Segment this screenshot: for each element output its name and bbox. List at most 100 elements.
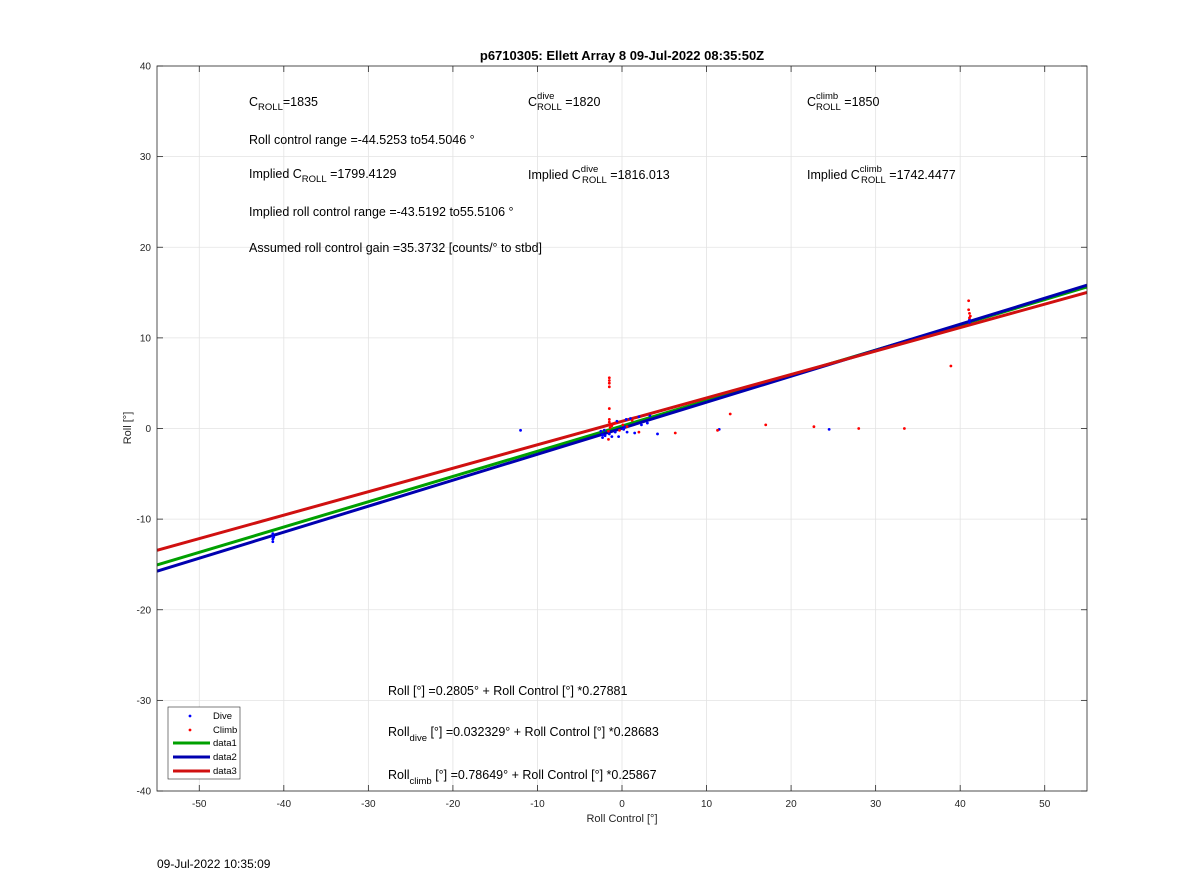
fit-all-equation: Roll [°] =0.2805° + Roll Control [°] *0.… xyxy=(388,684,628,698)
x-tick-labels: -50 -40 -30 -20 -10 0 10 20 30 40 50 xyxy=(192,799,1051,810)
point-dive xyxy=(968,321,971,324)
point-climb xyxy=(607,385,611,389)
legend-dive-marker xyxy=(188,714,192,718)
point-dive xyxy=(271,532,275,536)
x-tick-label: 40 xyxy=(955,799,967,810)
y-tick-label: 40 xyxy=(140,62,152,73)
implied-roll-control-range-annotation: Implied roll control range =-43.5192 to5… xyxy=(249,205,514,219)
assumed-gain-annotation: Assumed roll control gain =35.3732 [coun… xyxy=(249,241,542,255)
legend-entry-climb: Climb xyxy=(188,725,237,736)
x-axis-label: Roll Control [°] xyxy=(586,813,657,825)
data-points xyxy=(271,299,972,544)
fit-line-data3 xyxy=(157,290,1087,552)
fit-line-data2 xyxy=(157,283,1087,573)
point-climb xyxy=(630,418,634,422)
c-roll-climb-annotation: Cclimb ROLL =1850 xyxy=(807,91,879,113)
y-tick-label: -30 xyxy=(137,696,152,707)
point-climb xyxy=(607,379,611,382)
legend-dive-label: Dive xyxy=(213,711,232,722)
point-dive xyxy=(645,421,649,425)
point-climb xyxy=(967,308,971,312)
c-roll-annotation: CROLL=1835 xyxy=(249,95,318,113)
point-dive xyxy=(615,419,619,423)
legend-climb-label: Climb xyxy=(213,725,237,736)
point-dive xyxy=(622,428,626,431)
point-dive xyxy=(625,430,629,434)
legend-entry-data1: data1 xyxy=(173,738,237,749)
point-climb xyxy=(673,431,677,435)
x-tick-label: -50 xyxy=(192,799,207,810)
point-dive xyxy=(613,430,617,434)
point-dive xyxy=(601,433,604,437)
roll-control-range-annotation: Roll control range =-44.5253 to54.5046 ° xyxy=(249,133,475,147)
point-climb xyxy=(613,421,617,425)
y-tick-labels: -40 -30 -20 -10 0 10 20 30 40 xyxy=(137,62,152,798)
y-tick-label: 30 xyxy=(140,152,152,163)
legend-data3-label: data3 xyxy=(213,766,237,777)
fit-climb-equation: Rollclimb [°] =0.78649° + Roll Control [… xyxy=(388,768,657,787)
point-dive xyxy=(607,432,611,436)
axis-ticks xyxy=(157,65,1087,792)
point-dive xyxy=(610,435,614,439)
point-dive xyxy=(656,432,659,436)
y-tick-label: -40 xyxy=(137,787,152,798)
x-tick-label: -10 xyxy=(530,799,545,810)
point-climb xyxy=(857,427,861,430)
fit-dive-equation: Rolldive [°] =0.032329° + Roll Control [… xyxy=(388,725,659,744)
legend-climb-marker xyxy=(188,728,192,732)
point-climb xyxy=(607,420,611,424)
point-dive xyxy=(624,418,628,421)
x-tick-label: 0 xyxy=(619,799,625,810)
chart-title: p6710305: Ellett Array 8 09-Jul-2022 08:… xyxy=(480,48,764,63)
legend-data1-label: data1 xyxy=(213,738,237,749)
point-climb xyxy=(618,428,621,432)
x-tick-label: -20 xyxy=(446,799,461,810)
point-climb xyxy=(968,316,971,320)
point-climb xyxy=(902,427,906,430)
x-tick-label: 50 xyxy=(1039,799,1051,810)
point-climb xyxy=(764,423,768,427)
implied-c-roll-annotation: Implied CROLL =1799.4129 xyxy=(249,167,397,185)
x-tick-label: -30 xyxy=(361,799,376,810)
x-tick-label: 30 xyxy=(870,799,882,810)
point-dive xyxy=(599,429,603,433)
legend-entry-dive: Dive xyxy=(188,711,232,722)
point-climb xyxy=(637,430,641,434)
point-climb xyxy=(607,418,611,421)
point-climb xyxy=(968,312,971,315)
point-dive xyxy=(623,425,626,429)
point-climb xyxy=(949,364,953,368)
point-dive xyxy=(602,428,606,432)
point-climb xyxy=(621,423,625,427)
implied-c-roll-climb-annotation: Implied Cclimb ROLL =1742.4477 xyxy=(807,164,956,186)
point-dive xyxy=(519,428,522,432)
implied-c-roll-dive-annotation: Implied Cdive ROLL =1816.013 xyxy=(528,164,670,186)
footer-timestamp: 09-Jul-2022 10:35:09 xyxy=(157,857,271,871)
point-dive xyxy=(601,436,604,439)
point-dive xyxy=(629,417,632,420)
point-dive xyxy=(271,540,275,544)
point-climb xyxy=(607,437,610,441)
legend-data2-label: data2 xyxy=(213,752,237,763)
point-climb xyxy=(608,426,612,429)
point-dive xyxy=(640,423,643,427)
x-tick-label: -40 xyxy=(277,799,292,810)
y-tick-label: 0 xyxy=(145,424,151,435)
y-tick-label: 20 xyxy=(140,243,152,254)
x-tick-label: 10 xyxy=(701,799,713,810)
point-climb xyxy=(607,376,611,380)
legend-entry-data2: data2 xyxy=(173,752,237,763)
y-tick-label: -20 xyxy=(137,605,152,616)
y-axis-label: Roll [°] xyxy=(122,412,134,445)
point-climb xyxy=(967,299,971,303)
point-dive xyxy=(637,415,641,419)
point-climb xyxy=(812,425,816,429)
c-roll-dive-annotation: Cdive ROLL =1820 xyxy=(528,91,600,113)
y-tick-label: -10 xyxy=(137,515,152,526)
point-dive xyxy=(633,431,637,435)
point-climb xyxy=(728,412,732,416)
point-dive xyxy=(648,414,652,418)
point-climb xyxy=(607,381,611,385)
point-climb xyxy=(607,407,611,410)
